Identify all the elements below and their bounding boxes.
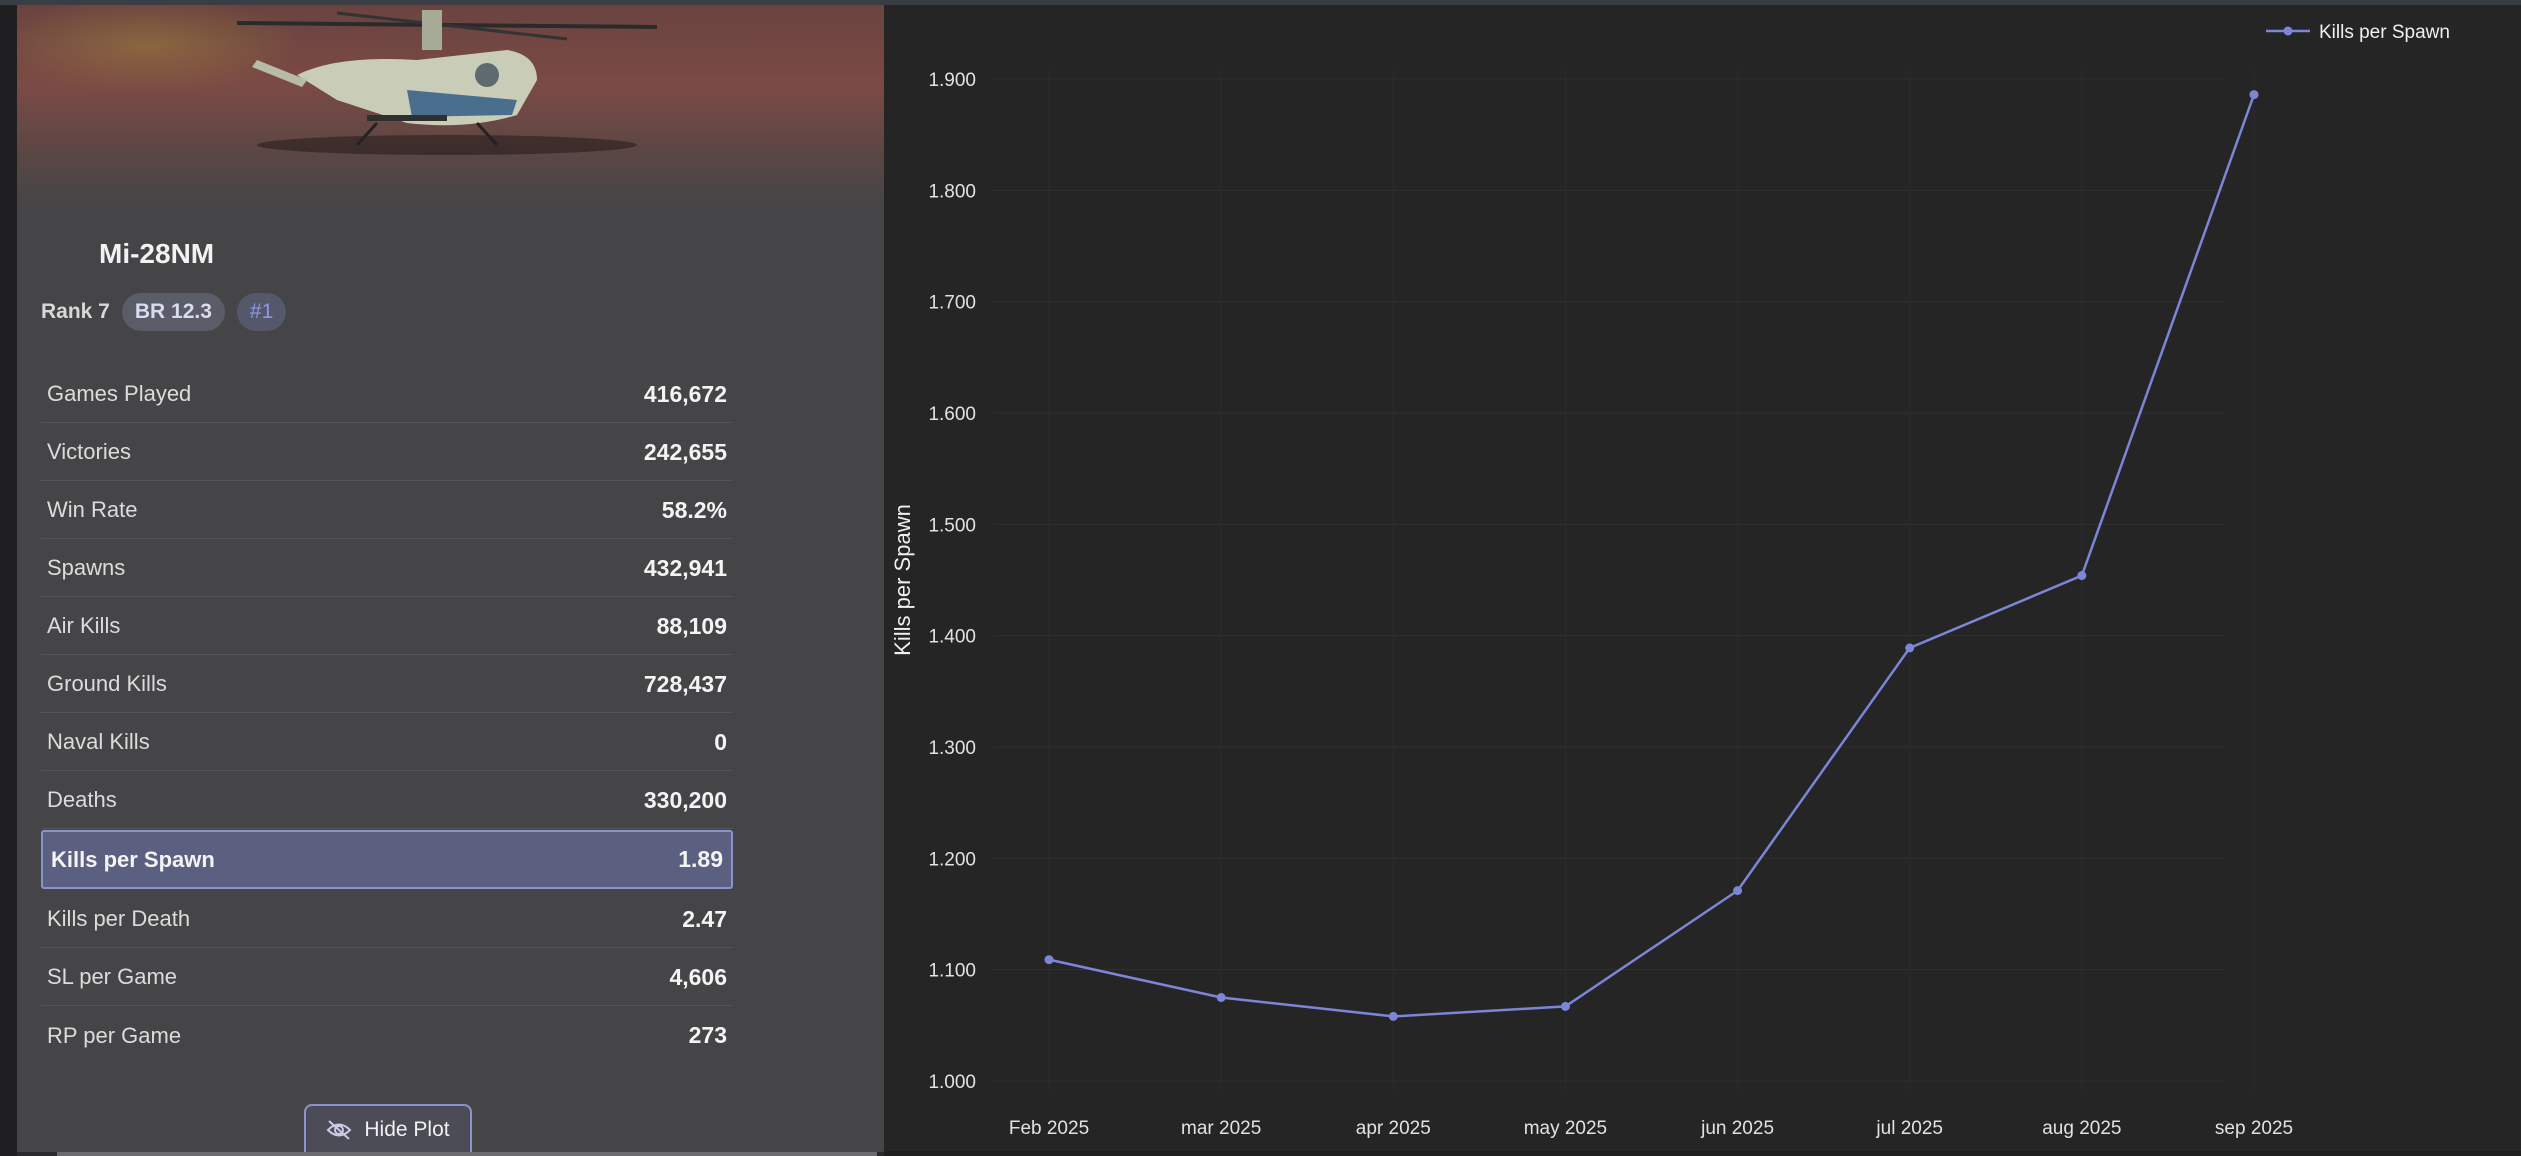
stat-row-victories[interactable]: Victories 242,655 [41, 424, 733, 481]
br-badge: BR 12.3 [121, 293, 225, 331]
kills-per-spawn-chart: 1.000 1.100 1.200 1.300 1.400 1.500 1.600 1.700… [890, 22, 2450, 1139]
y-tick-label: 1.000 [928, 1072, 976, 1093]
x-tick-label: may 2025 [1524, 1118, 1607, 1139]
stat-value: 88,109 [656, 612, 727, 639]
position-badge: #1 [236, 293, 287, 331]
stat-value: 416,672 [643, 380, 727, 407]
y-tick-label: 1.500 [928, 515, 976, 536]
stat-row-sl-per-game[interactable]: SL per Game 4,606 [41, 949, 733, 1006]
stat-label: Victories [47, 439, 131, 464]
data-point [1216, 993, 1226, 1002]
left-gutter [0, 5, 17, 1156]
x-tick-label: mar 2025 [1181, 1118, 1261, 1139]
chart-bottom-strip [884, 1151, 2521, 1156]
stat-label: SL per Game [47, 964, 178, 989]
y-tick-label: 1.200 [928, 849, 976, 870]
stat-value: 0 [714, 728, 727, 755]
y-tick-label: 1.900 [928, 70, 976, 91]
stat-value: 242,655 [643, 438, 727, 465]
stat-row-win-rate[interactable]: Win Rate 58.2% [41, 482, 733, 539]
stat-row-kills-per-death[interactable]: Kills per Death 2.47 [41, 891, 733, 948]
stat-value: 330,200 [643, 786, 727, 813]
y-tick-label: 1.700 [928, 293, 976, 314]
card-bottom-strip [57, 1152, 877, 1156]
stat-value: 273 [688, 1022, 727, 1048]
stat-row-ground-kills[interactable]: Ground Kills 728,437 [41, 656, 733, 713]
y-tick-label: 1.800 [928, 181, 976, 202]
stat-row-air-kills[interactable]: Air Kills 88,109 [41, 598, 733, 655]
data-point [1905, 643, 1915, 653]
top-bar [0, 0, 2521, 5]
stat-label: RP per Game [47, 1022, 182, 1048]
y-tick-label: 1.100 [928, 961, 976, 982]
hide-plot-button[interactable]: Hide Plot [304, 1104, 472, 1152]
y-axis-label: Kills per Spawn [890, 504, 915, 656]
stat-row-naval-kills[interactable]: Naval Kills 0 [41, 714, 733, 771]
x-tick-label: jul 2025 [1875, 1118, 1943, 1139]
legend-swatch-marker [2283, 26, 2293, 36]
stat-label: Kills per Death [47, 906, 191, 931]
vehicle-card: Mi-28NM Rank 7 BR 12.3 #1 Games Played 4… [17, 5, 884, 1152]
helicopter-image [236, 10, 658, 155]
eye-off-icon [326, 1120, 352, 1140]
vehicle-name: Mi-28NM [99, 238, 215, 269]
stat-value: 728,437 [643, 670, 727, 697]
rank-label: Rank 7 [41, 300, 110, 323]
x-tick-label: jun 2025 [1700, 1118, 1774, 1139]
legend-label: Kills per Spawn [2319, 22, 2450, 43]
data-point [1044, 955, 1054, 965]
data-point [1733, 886, 1743, 896]
stat-label: Spawns [47, 555, 126, 580]
stat-label: Air Kills [47, 613, 121, 638]
stat-label: Kills per Spawn [51, 846, 215, 872]
data-point [1388, 1011, 1398, 1021]
data-point [2249, 90, 2259, 100]
chart-panel: 1.000 1.100 1.200 1.300 1.400 1.500 1.600 1.700… [884, 5, 2521, 1151]
x-tick-label: apr 2025 [1356, 1118, 1431, 1139]
y-tick-label: 1.300 [928, 738, 976, 759]
stat-label: Games Played [47, 381, 192, 406]
vehicle-meta: Rank 7 BR 12.3 #1 [41, 293, 287, 331]
stat-value: 4,606 [669, 963, 727, 990]
data-point [2077, 571, 2087, 581]
stat-row-rp-per-game[interactable]: RP per Game 273 [41, 1007, 733, 1064]
stat-label: Ground Kills [47, 671, 167, 696]
hide-plot-label: Hide Plot [364, 1118, 450, 1141]
stat-value: 58.2% [661, 496, 727, 523]
stat-row-kills-per-spawn-selected[interactable]: Kills per Spawn 1.89 [41, 830, 733, 889]
x-tick-label: sep 2025 [2215, 1118, 2293, 1139]
x-tick-label: aug 2025 [2042, 1118, 2121, 1139]
y-tick-label: 1.400 [928, 627, 976, 648]
stat-label: Deaths [47, 787, 117, 812]
stat-value: 1.89 [678, 846, 723, 872]
stat-row-spawns[interactable]: Spawns 432,941 [41, 540, 733, 597]
y-tick-label: 1.600 [928, 404, 976, 425]
stat-row-deaths[interactable]: Deaths 330,200 [41, 772, 733, 829]
stat-row-games-played[interactable]: Games Played 416,672 [41, 366, 733, 423]
stat-value: 2.47 [682, 905, 727, 932]
stat-label: Win Rate [47, 497, 138, 522]
data-point [1560, 1001, 1570, 1011]
stat-label: Naval Kills [47, 729, 150, 754]
vehicle-image-banner [17, 5, 884, 205]
x-tick-label: Feb 2025 [1009, 1118, 1089, 1139]
stat-value: 432,941 [643, 554, 727, 581]
series-line [1048, 94, 2256, 1018]
stats-table: Games Played 416,672 Victories 242,655 W… [41, 366, 733, 1065]
